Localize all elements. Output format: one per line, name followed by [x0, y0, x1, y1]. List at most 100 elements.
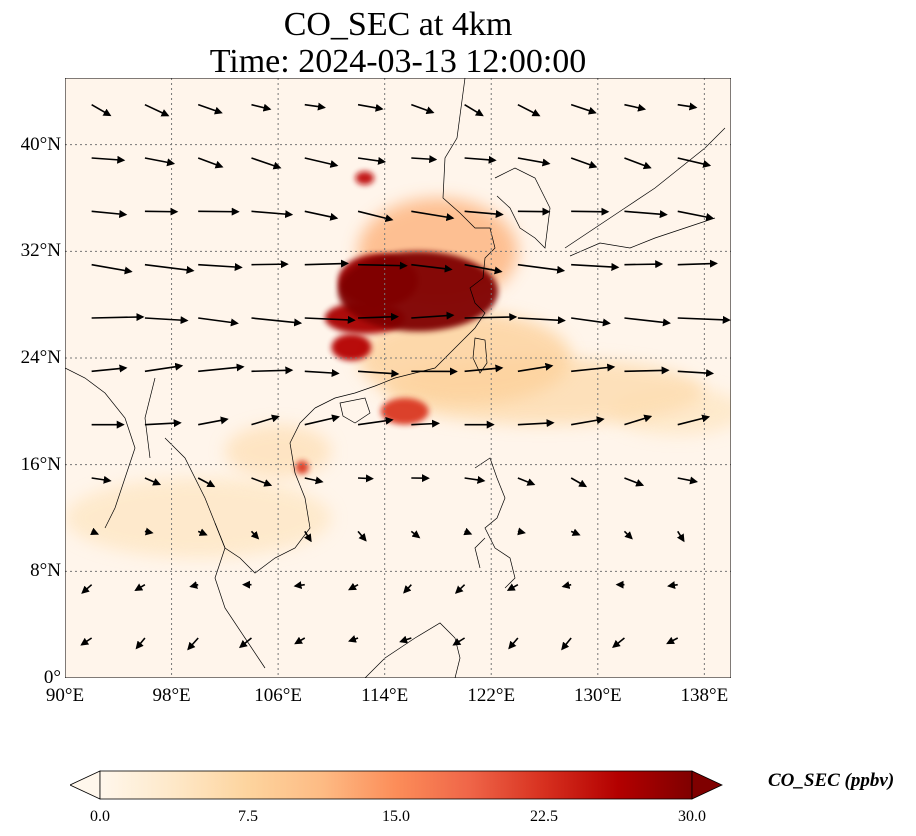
wind-arrow [90, 527, 100, 536]
wind-arrow [135, 637, 146, 650]
wind-arrow [411, 419, 441, 428]
wind-arrow [506, 583, 519, 591]
wind-arrow [677, 476, 698, 485]
wind-arrow [80, 637, 93, 646]
wind-arrow [517, 103, 541, 117]
colorbar-gradient [99, 770, 693, 800]
wind-arrow [187, 637, 199, 651]
wind-arrow [144, 103, 170, 117]
wind-arrow [357, 156, 387, 165]
y-tick-label: 40°N [20, 133, 61, 155]
wind-arrow [91, 364, 128, 373]
wind-arrow [410, 530, 421, 539]
wind-arrow [144, 362, 184, 373]
colorbar-tick-label: 15.0 [382, 808, 410, 825]
plot-title-line1: CO_SEC at 4km [283, 6, 513, 43]
wind-arrow [239, 637, 252, 649]
x-tick-label: 122°E [467, 685, 516, 706]
wind-arrow [251, 414, 280, 426]
wind-arrow [411, 263, 453, 273]
wind-arrow [517, 419, 555, 428]
wind-arrow [144, 477, 162, 486]
colorbar-min-extend [70, 770, 101, 800]
wind-arrow [304, 476, 324, 485]
wind-arrow [304, 210, 339, 221]
coastlines [65, 78, 726, 678]
wind-vectors [80, 102, 731, 651]
y-tick-label: 16°N [20, 453, 61, 475]
wind-arrow [666, 636, 679, 645]
wind-arrow [561, 581, 572, 589]
wind-arrow [464, 103, 484, 117]
wind-arrow [251, 477, 273, 487]
wind-arrow [464, 475, 486, 484]
wind-arrow [561, 637, 572, 651]
wind-arrow [517, 527, 526, 536]
wind-arrow [677, 414, 711, 426]
wind-arrow [624, 414, 653, 426]
wind-arrow [91, 103, 112, 117]
wind-arrow [250, 530, 260, 540]
wind-arrow [357, 103, 384, 112]
wind-arrow [508, 637, 519, 650]
wind-arrow [294, 636, 306, 645]
wind-arrow [304, 259, 349, 268]
wind-arrow [144, 316, 189, 325]
map-panel [65, 78, 731, 678]
wind-arrow [571, 363, 616, 373]
wind-arrow [198, 262, 243, 271]
wind-arrow [624, 103, 647, 112]
wind-arrow [144, 419, 182, 428]
map-canvas [65, 78, 731, 678]
wind-arrow [612, 637, 625, 649]
y-tick-label: 8°N [30, 560, 61, 582]
wind-arrow [571, 416, 605, 426]
wind-arrow [676, 530, 685, 543]
wind-arrow [677, 102, 698, 111]
wind-arrow [144, 263, 195, 274]
colorbar-label: CO_SEC (ppbv) [768, 770, 895, 791]
colorbar-tick-label: 22.5 [530, 808, 558, 825]
wind-arrow [411, 103, 435, 115]
wind-arrow [198, 317, 239, 327]
concentration-layer [65, 171, 731, 558]
wind-arrow [251, 366, 294, 375]
x-tick-label: 130°E [573, 685, 622, 706]
y-tick-label: 0° [43, 667, 61, 688]
wind-arrow [677, 369, 715, 378]
wind-arrow [144, 527, 154, 536]
wind-arrow [677, 315, 731, 324]
wind-arrow [197, 103, 223, 115]
wind-arrow [677, 157, 712, 168]
wind-arrow [197, 157, 224, 169]
wind-arrow [624, 366, 670, 375]
y-tick-label: 24°N [20, 347, 61, 368]
wind-arrow [571, 317, 611, 327]
wind-arrow [357, 416, 394, 426]
wind-arrow [570, 477, 588, 488]
wind-arrow [81, 584, 93, 594]
wind-arrow [464, 364, 504, 373]
wind-arrow [624, 260, 664, 269]
wind-arrow [304, 368, 340, 377]
wind-arrow [677, 259, 718, 268]
wind-arrow [403, 584, 412, 594]
concentration-patch [65, 478, 332, 558]
concentration-patch [355, 171, 375, 185]
x-tick-label: 90°E [45, 685, 85, 706]
wind-arrow [304, 157, 339, 168]
wind-arrow [358, 474, 374, 483]
wind-arrow [91, 155, 126, 164]
wind-arrow [251, 103, 272, 112]
colorbar-tick-label: 30.0 [678, 808, 706, 825]
wind-arrow [411, 210, 455, 222]
wind-arrow [517, 362, 554, 373]
wind-arrow [304, 530, 312, 543]
wind-arrow [464, 210, 504, 218]
wind-arrow [624, 157, 652, 170]
wind-arrow [571, 262, 620, 271]
concentration-patch [295, 460, 309, 475]
wind-arrow [358, 312, 400, 321]
wind-arrow [624, 317, 671, 327]
x-tick-label: 138°E [680, 685, 729, 706]
